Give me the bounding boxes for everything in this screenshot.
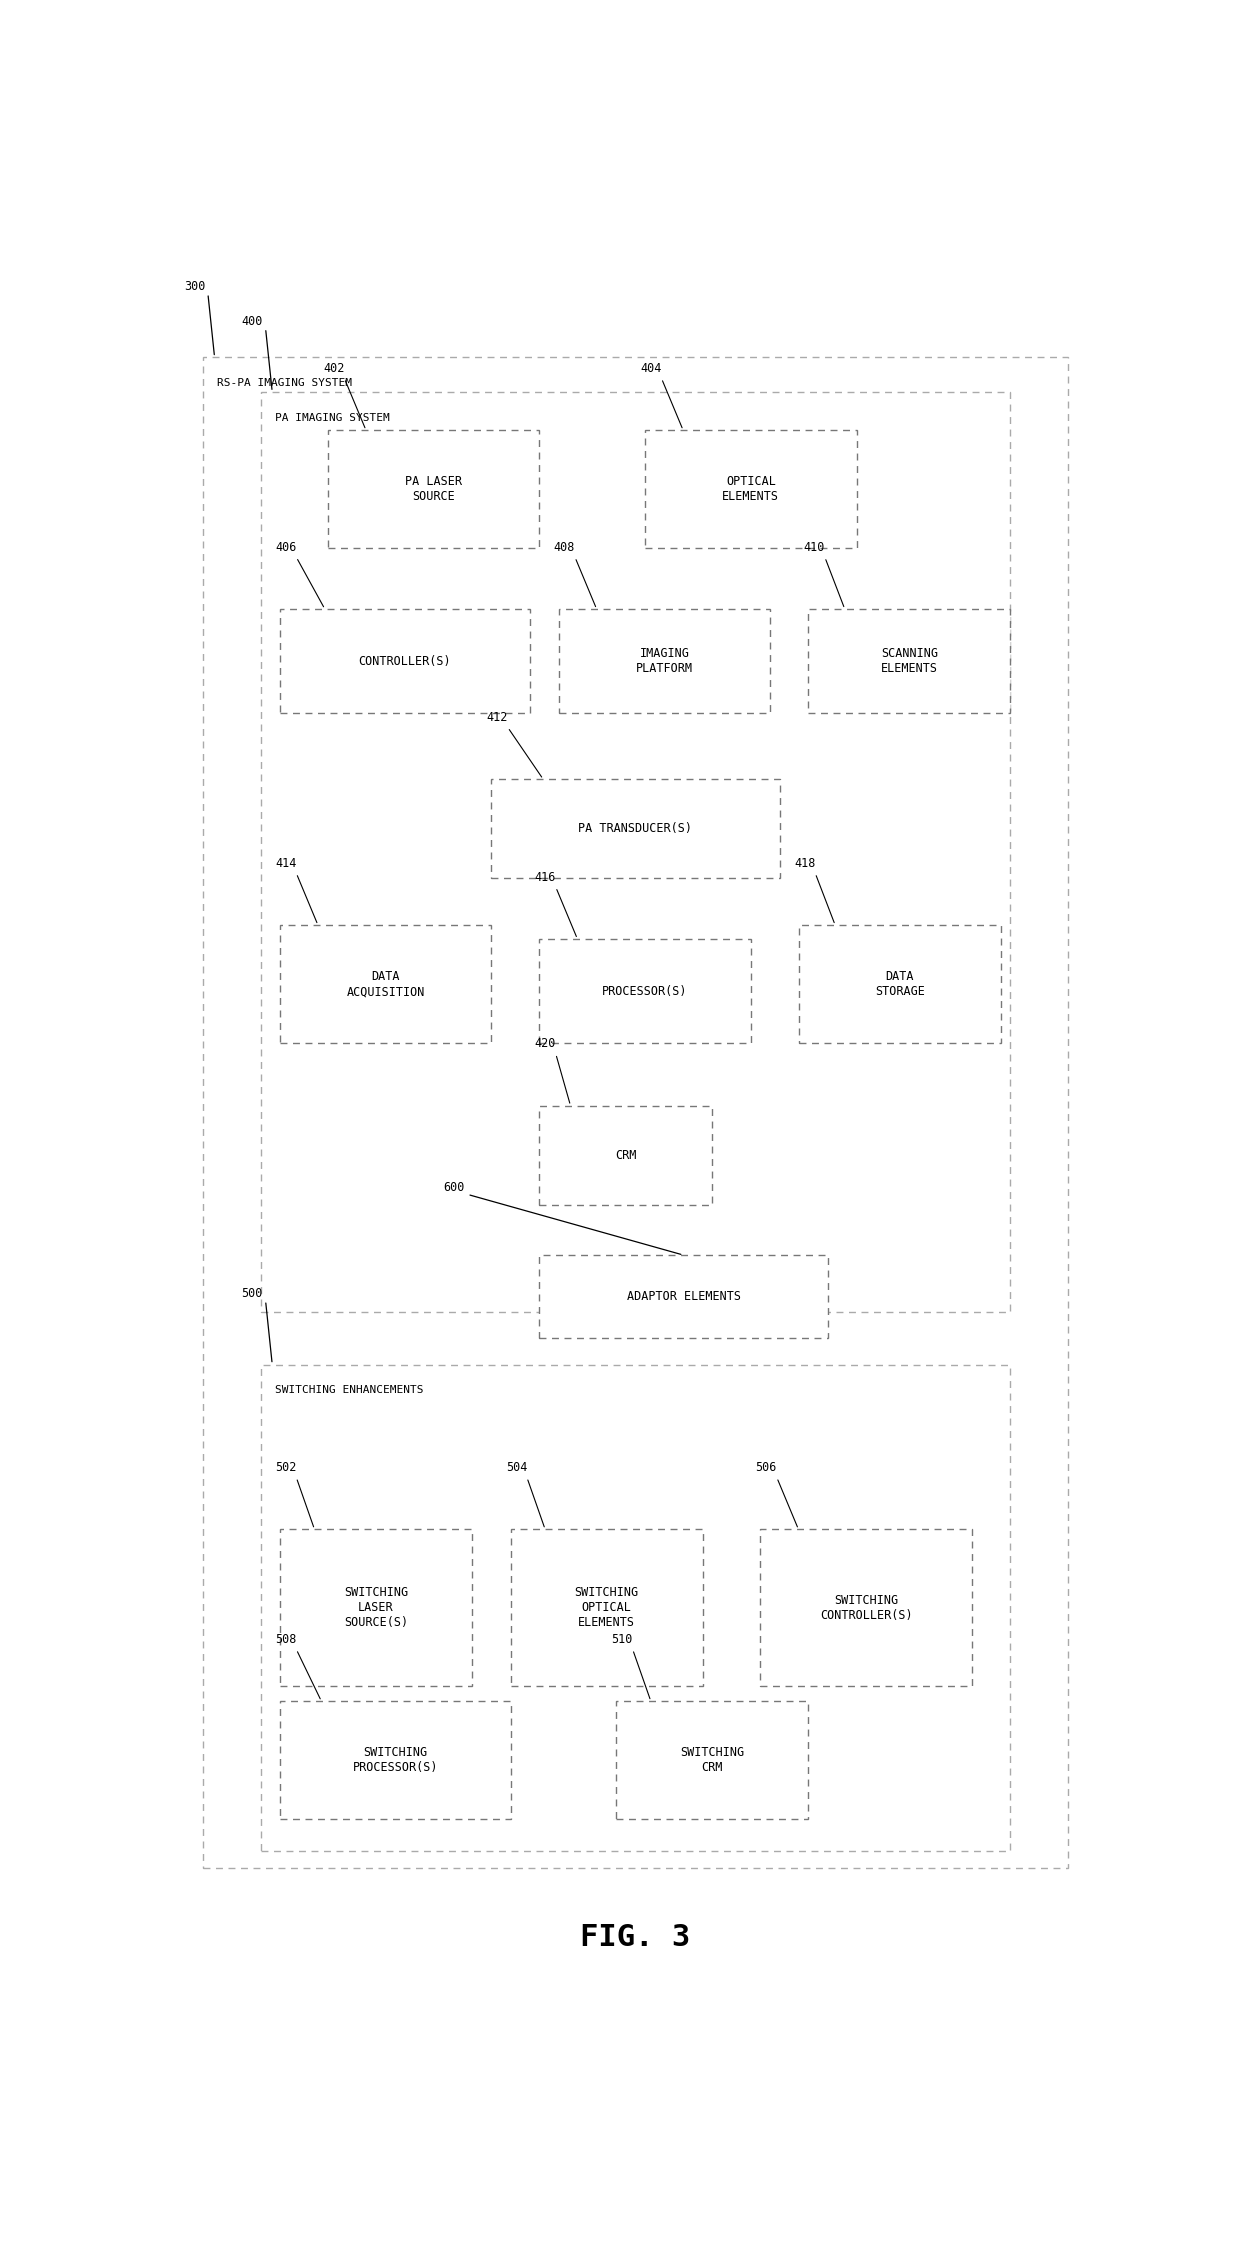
Text: PROCESSOR(S): PROCESSOR(S) — [603, 985, 688, 997]
Text: OPTICAL
ELEMENTS: OPTICAL ELEMENTS — [723, 476, 779, 503]
FancyBboxPatch shape — [558, 609, 770, 713]
FancyBboxPatch shape — [511, 1529, 703, 1687]
FancyBboxPatch shape — [760, 1529, 972, 1687]
Text: DATA
STORAGE: DATA STORAGE — [875, 970, 925, 999]
Text: 416: 416 — [534, 870, 556, 884]
FancyBboxPatch shape — [280, 609, 529, 713]
Text: FIG. 3: FIG. 3 — [580, 1924, 691, 1953]
Text: CRM: CRM — [615, 1148, 636, 1161]
FancyBboxPatch shape — [260, 392, 1011, 1312]
Text: 510: 510 — [611, 1633, 632, 1646]
Text: PA IMAGING SYSTEM: PA IMAGING SYSTEM — [275, 413, 389, 424]
Text: 300: 300 — [184, 280, 205, 293]
FancyBboxPatch shape — [808, 609, 1011, 713]
Text: CONTROLLER(S): CONTROLLER(S) — [358, 654, 451, 667]
Text: SWITCHING
PROCESSOR(S): SWITCHING PROCESSOR(S) — [352, 1745, 438, 1775]
FancyBboxPatch shape — [491, 780, 780, 877]
Text: 408: 408 — [554, 541, 575, 555]
FancyBboxPatch shape — [327, 431, 539, 548]
Text: 420: 420 — [534, 1037, 556, 1051]
Text: PA TRANSDUCER(S): PA TRANSDUCER(S) — [579, 823, 692, 834]
Text: 414: 414 — [275, 857, 296, 870]
FancyBboxPatch shape — [539, 1105, 713, 1204]
Text: 504: 504 — [506, 1461, 527, 1475]
FancyBboxPatch shape — [616, 1700, 808, 1820]
FancyBboxPatch shape — [280, 925, 491, 1044]
Text: SCANNING
ELEMENTS: SCANNING ELEMENTS — [880, 647, 937, 674]
Text: PA LASER
SOURCE: PA LASER SOURCE — [405, 476, 463, 503]
Text: SWITCHING
CONTROLLER(S): SWITCHING CONTROLLER(S) — [820, 1594, 913, 1621]
FancyBboxPatch shape — [203, 356, 1068, 1867]
Text: 402: 402 — [324, 361, 345, 374]
Text: 404: 404 — [640, 361, 662, 374]
Text: SWITCHING
CRM: SWITCHING CRM — [681, 1745, 744, 1775]
Text: SWITCHING ENHANCEMENTS: SWITCHING ENHANCEMENTS — [275, 1385, 424, 1396]
Text: ADAPTOR ELEMENTS: ADAPTOR ELEMENTS — [626, 1290, 740, 1303]
Text: 500: 500 — [242, 1288, 263, 1301]
FancyBboxPatch shape — [260, 1364, 1011, 1851]
Text: 418: 418 — [794, 857, 816, 870]
FancyBboxPatch shape — [280, 1700, 511, 1820]
Text: SWITCHING
OPTICAL
ELEMENTS: SWITCHING OPTICAL ELEMENTS — [574, 1585, 639, 1628]
Text: 410: 410 — [804, 541, 825, 555]
FancyBboxPatch shape — [539, 1256, 828, 1339]
Text: 600: 600 — [444, 1182, 465, 1195]
Text: 400: 400 — [242, 316, 263, 327]
FancyBboxPatch shape — [539, 938, 751, 1044]
FancyBboxPatch shape — [799, 925, 1001, 1044]
FancyBboxPatch shape — [645, 431, 857, 548]
Text: 502: 502 — [275, 1461, 296, 1475]
Text: 506: 506 — [755, 1461, 777, 1475]
Text: SWITCHING
LASER
SOURCE(S): SWITCHING LASER SOURCE(S) — [343, 1585, 408, 1628]
FancyBboxPatch shape — [280, 1529, 472, 1687]
Text: 412: 412 — [486, 710, 508, 724]
Text: 406: 406 — [275, 541, 296, 555]
Text: DATA
ACQUISITION: DATA ACQUISITION — [346, 970, 425, 999]
Text: RS-PA IMAGING SYSTEM: RS-PA IMAGING SYSTEM — [217, 379, 352, 388]
Text: IMAGING
PLATFORM: IMAGING PLATFORM — [636, 647, 693, 674]
Text: 508: 508 — [275, 1633, 296, 1646]
